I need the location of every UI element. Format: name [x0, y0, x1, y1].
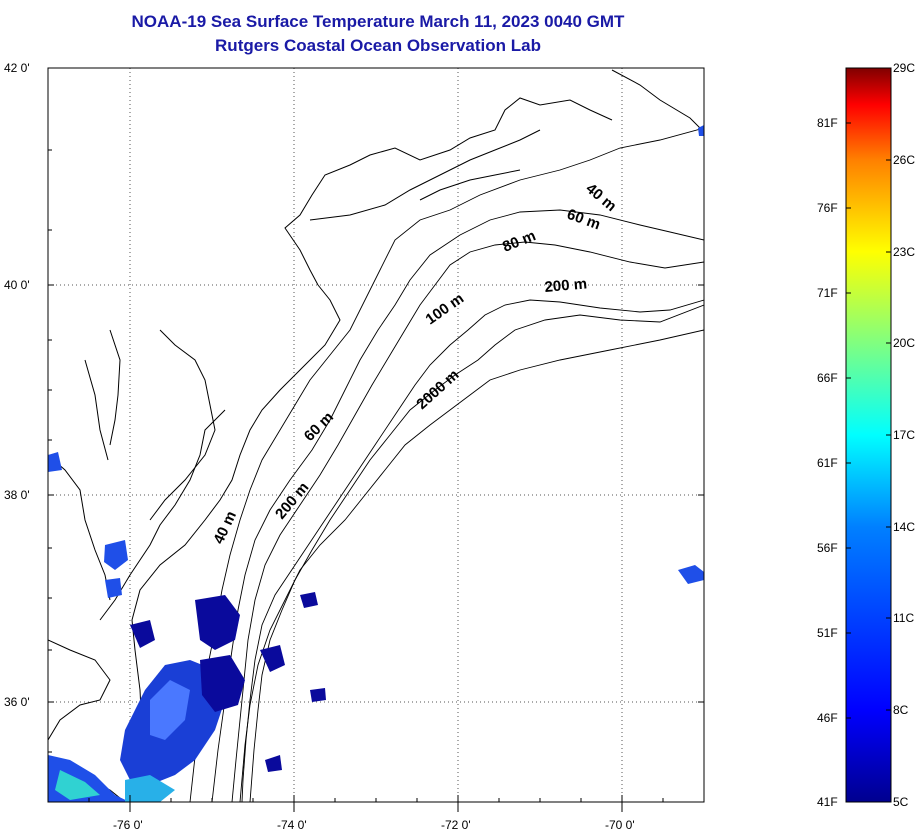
contour-label-80m: 80 m — [500, 227, 538, 256]
sst-patches — [48, 125, 704, 802]
colorbar — [845, 67, 892, 803]
celsius-label-11: 11C — [893, 611, 914, 625]
celsius-label-8: 8C — [893, 703, 909, 717]
fahrenheit-label-66: 66F — [817, 371, 838, 385]
lat-label-38: 38 0' — [4, 488, 30, 502]
celsius-label-20: 20C — [893, 336, 915, 350]
lon-axis-labels: -76 0' -74 0' -72 0' -70 0' — [113, 818, 635, 832]
celsius-label-14: 14C — [893, 520, 915, 534]
fahrenheit-label-61: 61F — [817, 456, 838, 470]
fahrenheit-label-71: 71F — [817, 286, 838, 300]
lat-label-36: 36 0' — [4, 695, 30, 709]
colorbar-ticks — [846, 67, 891, 803]
colorbar-celsius-labels: 29C 26C 23C 20C 17C 14C 11C 8C 5C — [893, 61, 915, 809]
map-grid — [48, 68, 704, 802]
fahrenheit-label-81: 81F — [817, 116, 838, 130]
lat-axis-labels: 42 0' 40 0' 38 0' 36 0' — [4, 61, 30, 709]
lat-label-40: 40 0' — [4, 278, 30, 292]
lon-label-70: -70 0' — [605, 818, 635, 832]
contour-label-40m-north: 40 m — [582, 180, 619, 215]
fahrenheit-label-76: 76F — [817, 201, 838, 215]
colorbar-fahrenheit-labels: 81F 76F 71F 66F 61F 56F 51F 46F 41F — [817, 116, 838, 809]
celsius-label-26: 26C — [893, 153, 915, 167]
celsius-label-17: 17C — [893, 428, 915, 442]
contour-labels: 40 m 60 m 80 m 200 m 100 m 2000 m 60 m 2… — [210, 180, 619, 547]
contour-label-60m-north: 60 m — [565, 206, 603, 234]
contour-label-40m-south: 40 m — [210, 509, 240, 547]
lon-label-76: -76 0' — [113, 818, 143, 832]
contour-label-200m-north: 200 m — [544, 275, 588, 296]
fahrenheit-label-56: 56F — [817, 541, 838, 555]
map-subtitle: Rutgers Coastal Ocean Observation Lab — [215, 36, 541, 55]
map-tick-marks — [48, 67, 704, 812]
celsius-label-23: 23C — [893, 245, 915, 259]
celsius-label-29: 29C — [893, 61, 915, 75]
contour-label-100m: 100 m — [423, 290, 468, 328]
celsius-label-5: 5C — [893, 795, 909, 809]
lon-label-74: -74 0' — [277, 818, 307, 832]
lat-label-42: 42 0' — [4, 61, 30, 75]
fahrenheit-label-46: 46F — [817, 711, 838, 725]
lon-label-72: -72 0' — [441, 818, 471, 832]
fahrenheit-label-51: 51F — [817, 626, 838, 640]
fahrenheit-label-41: 41F — [817, 795, 838, 809]
map-title: NOAA-19 Sea Surface Temperature March 11… — [131, 12, 625, 31]
contour-label-60m-south: 60 m — [301, 409, 337, 445]
bathymetry-contours — [189, 127, 704, 802]
